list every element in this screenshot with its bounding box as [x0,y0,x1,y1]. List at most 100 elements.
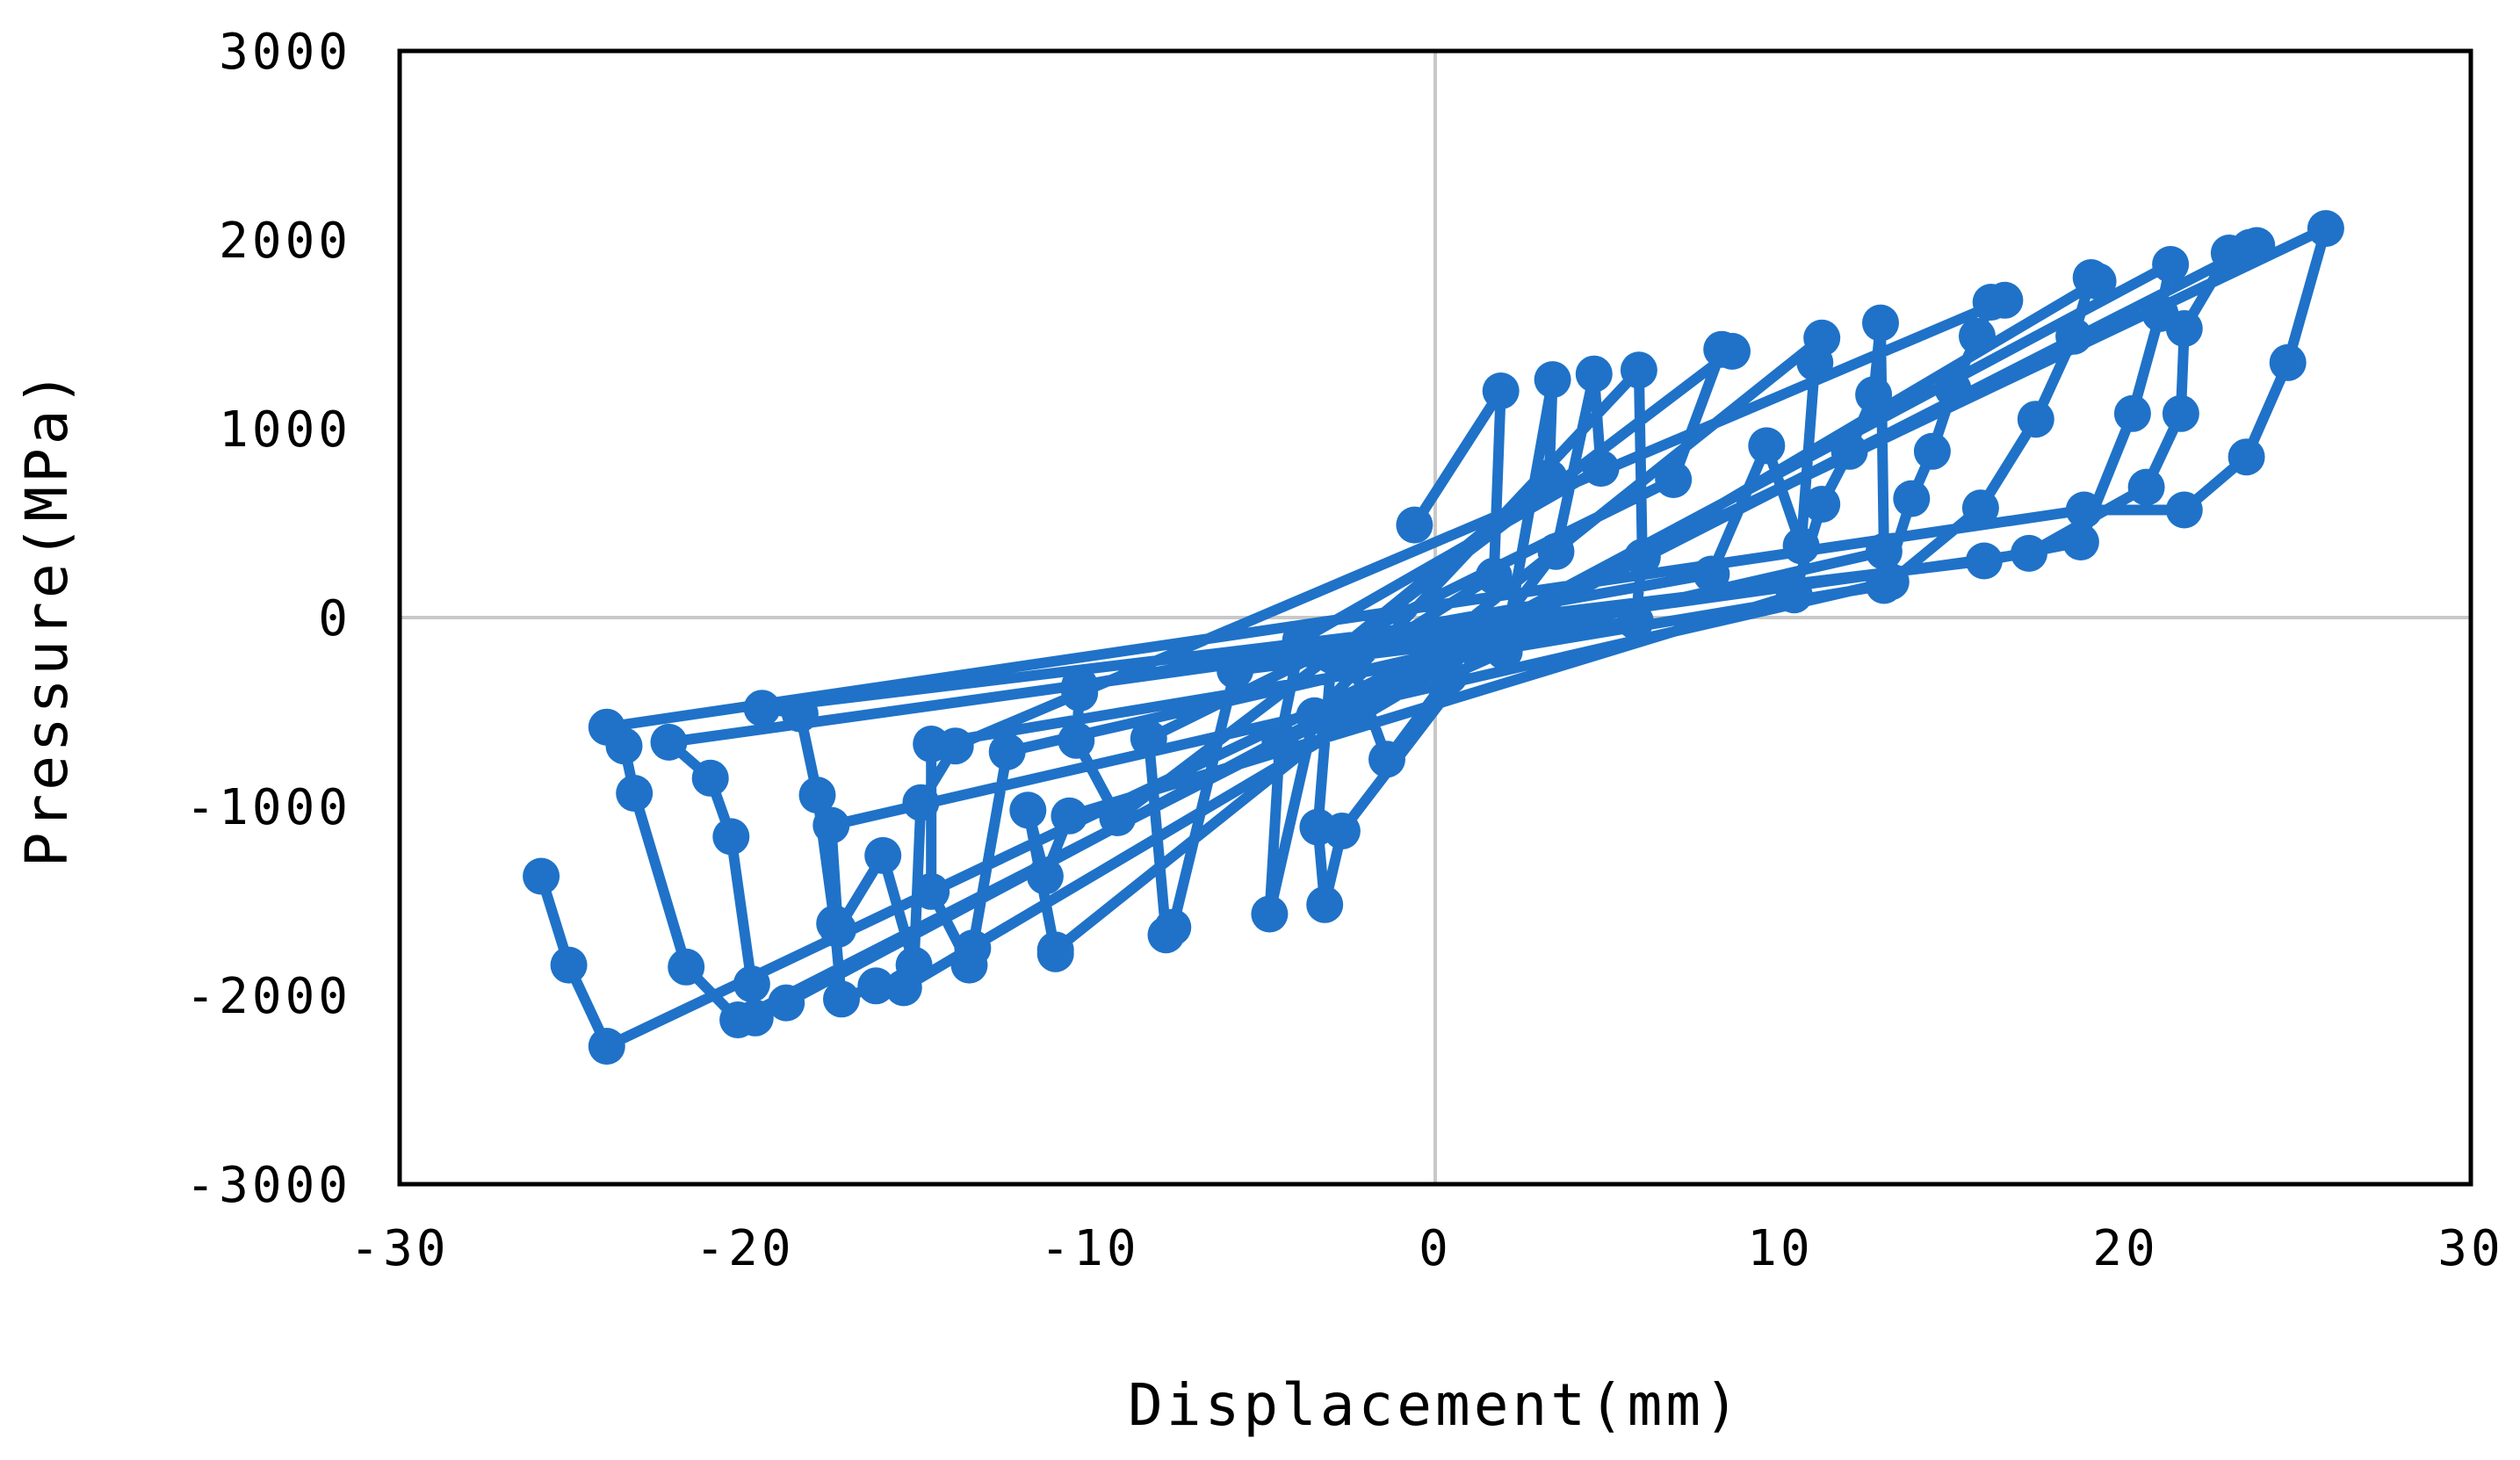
x-axis-tick-labels: -30 -20 -10 0 10 20 30 [350,1220,2503,1277]
y-tick-label: -1000 [185,779,351,836]
data-point [1961,489,1999,527]
data-point [2065,491,2103,529]
data-point [768,984,805,1022]
x-tick-label: -20 [695,1220,794,1277]
y-tick-label: -3000 [185,1157,351,1214]
data-point [2079,263,2117,300]
data-point [885,969,922,1007]
data-point [2165,491,2203,529]
data-point [816,905,854,943]
data-point [2307,210,2344,248]
x-tick-label: 30 [2437,1220,2503,1277]
y-tick-label: 0 [318,590,351,647]
data-point [1616,603,1654,640]
data-point [523,857,560,895]
data-point [1582,450,1620,488]
x-tick-label: 20 [2092,1220,2158,1277]
data-point [1862,304,1899,342]
series-layer [523,210,2344,1065]
data-point [2113,394,2151,432]
data-point [1368,741,1405,778]
data-point [1396,506,1433,544]
data-point [668,948,705,986]
data-point [1782,527,1820,565]
data-point [588,708,625,746]
data-point [1959,317,1996,355]
data-point [719,1001,757,1038]
data-point [1296,697,1333,734]
data-point [616,775,653,812]
data-point [1803,486,1841,523]
data-point [1986,281,2024,319]
x-tick-label: 10 [1747,1220,1813,1277]
data-point [743,690,781,727]
y-tick-label: 3000 [219,24,351,81]
x-tick-label: -10 [1040,1220,1139,1277]
data-point [1251,895,1289,933]
y-axis-title: Pressure(MPa) [13,368,81,868]
data-point [712,818,750,856]
x-tick-label: -30 [350,1220,449,1277]
data-point [1714,332,1751,370]
data-point [2127,468,2165,506]
data-point [550,946,588,984]
x-axis-title: Displacement(mm) [1128,1371,1743,1439]
plot-frame [397,48,2473,1187]
x-tick-label: 0 [1419,1220,1452,1277]
data-point [1482,372,1520,409]
data-point [1655,461,1693,498]
data-point [1217,652,1254,690]
y-tick-label: 2000 [219,213,351,270]
data-point [1893,480,1931,517]
data-point [1693,555,1730,593]
data-point [1865,532,1903,570]
data-point [1099,799,1137,836]
data-point [1620,351,1657,389]
data-point [1430,657,1468,695]
data-point [1026,857,1064,895]
data-point [902,784,940,821]
data-point [1537,532,1575,570]
data-point [936,727,974,765]
data-point [1261,721,1299,759]
data-point [1058,721,1095,759]
data-point [2228,438,2265,476]
data-point [2165,310,2203,347]
data-point [864,836,902,874]
data-point [1306,885,1344,923]
data-point [1623,538,1661,576]
data-point [913,872,950,910]
data-point [1061,667,1099,705]
data-point [2238,227,2276,264]
data-point [2162,394,2199,432]
data-point [1282,621,1319,659]
data-point [1534,361,1571,399]
data-point [1913,432,1951,470]
data-point [1872,563,1910,601]
data-point [1530,459,1568,496]
data-point [1803,319,1841,357]
data-point [2061,524,2099,560]
y-axis-tick-labels: -3000 -2000 -1000 0 1000 2000 3000 [185,24,351,1214]
y-tick-label: 1000 [219,401,351,459]
data-point [2152,246,2190,283]
data-point [781,695,819,733]
data-point [650,723,688,761]
data-point [988,733,1026,770]
data-point [857,967,895,1005]
data-point [1323,813,1361,849]
data-point [812,806,850,844]
data-point [2011,534,2047,572]
data-point [733,965,770,1003]
data-point [950,946,988,984]
data-point [2055,317,2093,355]
data-point [1051,797,1088,835]
data-point [1775,576,1813,614]
data-point [1485,632,1523,670]
data-point [691,759,729,797]
data-point [1748,427,1786,465]
data-point [1965,542,2003,580]
data-point [1313,637,1351,674]
data-point [823,980,860,1018]
